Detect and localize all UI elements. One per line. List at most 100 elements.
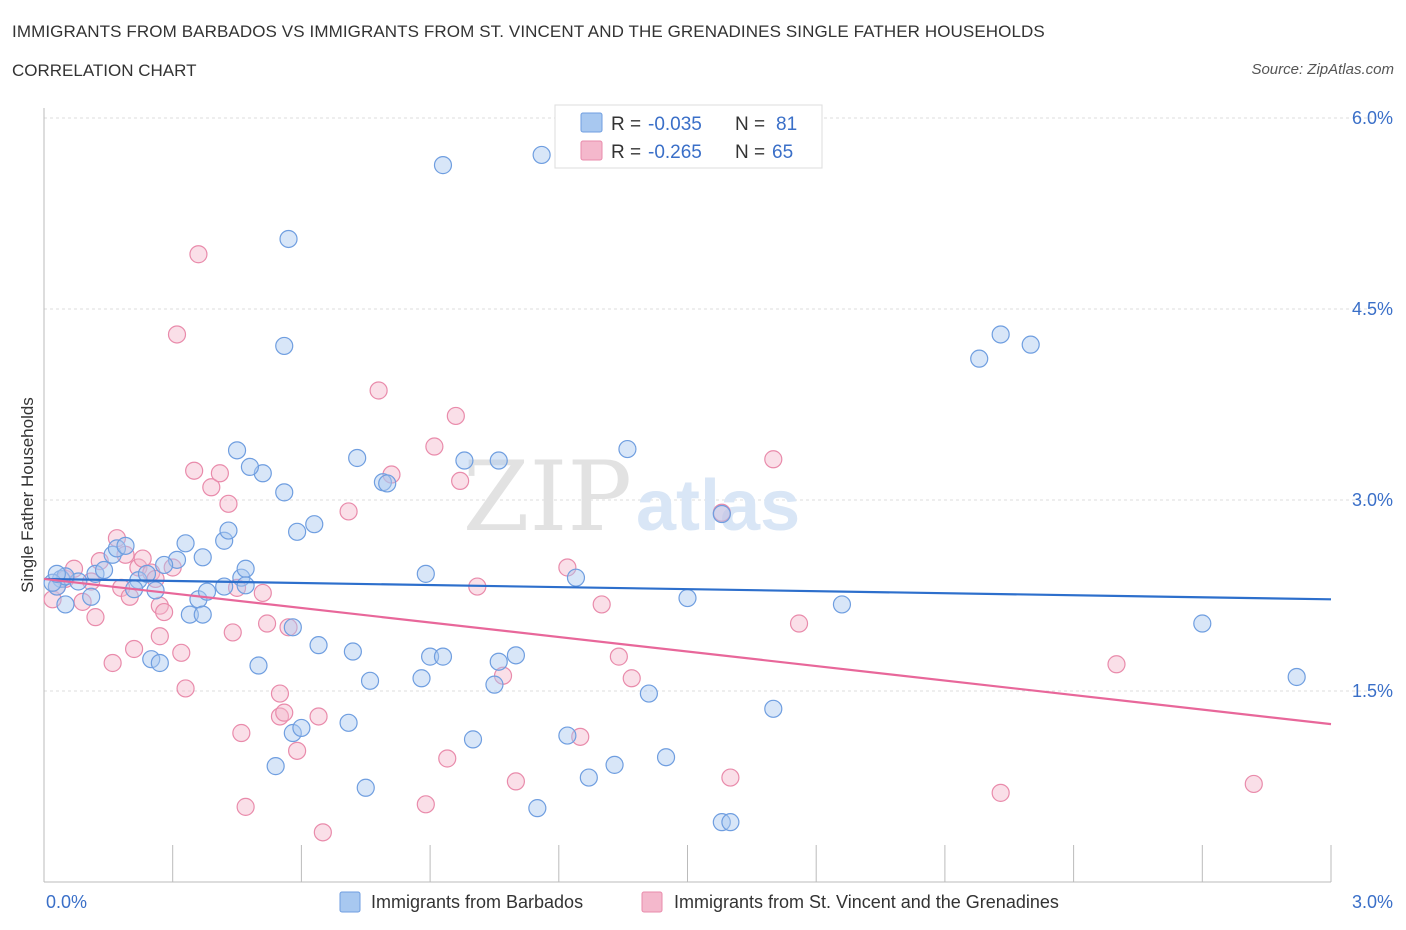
stvincent-point	[288, 741, 307, 760]
series-barbados-points	[43, 145, 1306, 832]
stvincent-point	[172, 643, 191, 662]
barbados-point	[378, 474, 397, 493]
stvincent-point	[369, 381, 388, 400]
barbados-point	[532, 145, 551, 165]
barbados-point	[236, 559, 255, 578]
stvincent-point	[451, 471, 470, 490]
trend-lines	[43, 577, 1332, 726]
stvincent-point	[275, 703, 294, 722]
y-axis-label: Single Father Households	[18, 397, 37, 593]
barbados-point	[283, 618, 302, 637]
stvincent-point	[622, 669, 641, 688]
legend-r-label-2: R =	[611, 142, 641, 163]
stvincent-point	[506, 772, 526, 791]
legend-n-label-1: N =	[735, 114, 765, 135]
stvincent-point	[425, 437, 444, 456]
barbados-point	[558, 726, 577, 745]
barbados-point	[639, 684, 658, 703]
barbados-point	[176, 534, 195, 553]
watermark: ZIP atlas	[463, 441, 800, 553]
stvincent-point	[1107, 655, 1126, 674]
stvincent-point	[257, 614, 277, 633]
axes	[43, 108, 1332, 883]
bottom-legend-swatch-barbados	[339, 891, 361, 913]
barbados-point	[94, 560, 114, 580]
barbados-point	[275, 336, 294, 356]
stvincent-point	[1244, 774, 1263, 794]
barbados-point	[421, 647, 440, 666]
barbados-point	[712, 504, 731, 524]
barbados-point	[970, 349, 989, 368]
stvincent-point	[991, 783, 1010, 802]
legend-swatch-stvincent	[580, 140, 603, 161]
barbados-point	[618, 439, 637, 459]
barbados-point	[150, 653, 169, 673]
stvincent-point	[313, 823, 332, 842]
barbados-point	[82, 587, 101, 606]
stvincent-point	[202, 478, 221, 497]
barbados-point	[656, 748, 676, 767]
stvincent-point	[571, 727, 590, 746]
legend-n-label-2: N =	[735, 142, 765, 163]
barbados-point	[506, 646, 526, 665]
barbados-point	[236, 576, 255, 595]
stvincent-point	[279, 618, 298, 637]
barbados-point	[489, 451, 508, 470]
barbados-point	[360, 671, 380, 690]
watermark-zip: ZIP	[463, 441, 632, 553]
barbados-point	[56, 595, 75, 614]
barbados-point	[678, 588, 697, 608]
legend-swatch-barbados	[580, 112, 603, 133]
barbados-point	[266, 757, 285, 776]
bottom-legend-label-barbados: Immigrants from Barbados	[371, 892, 583, 912]
stvincent-point	[609, 647, 628, 666]
stvincent-point	[185, 461, 204, 480]
barbados-point	[832, 595, 852, 614]
stats-legend: R = -0.035 N = 81 R = -0.265 N = 65	[554, 104, 823, 169]
barbados-point	[991, 325, 1010, 344]
stvincent-point	[210, 464, 229, 483]
barbados-point	[721, 813, 740, 832]
chart-subtitle: CORRELATION CHART	[12, 61, 197, 80]
legend-r-value-2: -0.265	[648, 142, 702, 163]
stvincent-point	[236, 797, 255, 816]
barbados-point	[412, 669, 431, 688]
barbados-point	[489, 652, 508, 671]
barbados-point	[227, 441, 247, 460]
x-tick-label-min: 0.0%	[46, 892, 87, 912]
y-tick-label: 6.0%	[1352, 108, 1393, 128]
barbados-point	[219, 521, 238, 540]
barbados-point	[288, 522, 307, 541]
barbados-point	[180, 605, 199, 624]
stvincent-point	[150, 627, 169, 646]
stvincent-point	[176, 679, 195, 698]
stvincent-point	[223, 623, 242, 642]
barbados-point	[193, 548, 212, 567]
barbados-point	[1021, 335, 1040, 354]
barbados-point	[433, 156, 453, 175]
stvincent-point	[124, 639, 144, 659]
x-tick-label-max: 3.0%	[1352, 892, 1393, 912]
barbados-point	[155, 555, 174, 575]
barbados-point	[485, 675, 504, 694]
stvincent-point	[155, 602, 174, 622]
barbados-point	[433, 647, 453, 666]
y-tick-label: 3.0%	[1352, 490, 1393, 510]
y-tick-label: 1.5%	[1352, 681, 1393, 701]
stvincent-point	[232, 723, 251, 743]
barbados-point	[463, 730, 483, 749]
stvincent-point	[270, 684, 290, 703]
barbados-point	[455, 451, 474, 470]
legend-r-label-1: R =	[611, 114, 641, 135]
stvincent-point	[167, 325, 187, 344]
y-tick-label: 4.5%	[1352, 299, 1393, 319]
barbados-point	[764, 699, 783, 718]
stvincent-point	[416, 795, 435, 814]
stvincent-point	[438, 749, 457, 768]
stvincent-point	[789, 614, 809, 633]
barbados-point	[240, 457, 260, 476]
legend-n-value-2: 65	[772, 142, 793, 163]
barbados-point	[579, 768, 598, 787]
barbados-point	[356, 778, 375, 797]
